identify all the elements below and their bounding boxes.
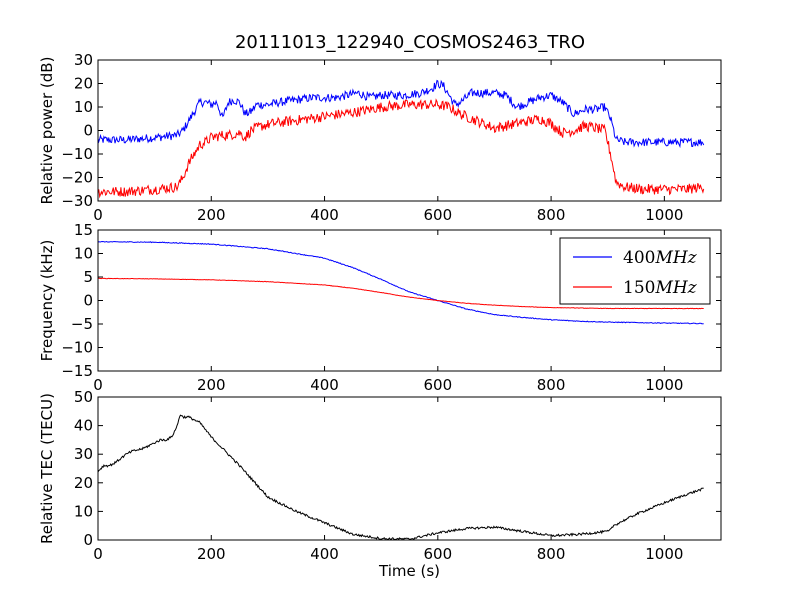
y-axis-label: Relative power (dB) [38,57,56,205]
y-tick-label: 30 [74,445,93,463]
x-tick-label: 800 [537,206,566,224]
x-tick-label: 0 [93,206,103,224]
x-tick-label: 200 [197,376,226,394]
subplots: 0 200 400 600 800 1000−30−20−100102030Relativ… [38,51,722,580]
x-tick-label: 400 [310,376,339,394]
y-tick-label: −20 [61,169,93,187]
y-axis-label: Relative TEC (TECU) [38,393,56,544]
x-tick-label: 400 [310,206,339,224]
y-tick-label: 20 [74,474,93,492]
x-tick-label: 0 [93,376,103,394]
x-tick-label: 0 [93,545,103,563]
y-tick-label: 0 [83,531,93,549]
y-tick-label: 0 [83,292,93,310]
legend: 400MHz 150MHz [559,237,711,305]
y-tick-label: 0 [83,122,93,140]
y-tick-label: 20 [74,75,93,93]
legend-label: 150MHz [623,278,698,298]
axes-frame [97,396,722,541]
subplot-2: 0 200 400 600 800 1000 −15 −10 −5 0 5 10 15 Frequency… [38,221,722,394]
subplot-3: 0 200 400 600 800 1000 0 10 20 30 40 50 Relative TEC… [38,388,722,580]
series-line-400mhz [98,240,704,325]
y-tick-label: −5 [71,315,93,333]
y-tick-label: −30 [61,192,93,210]
x-tick-label: 1000 [645,206,683,224]
x-tick-label: 200 [197,545,226,563]
x-tick-label: 800 [537,545,566,563]
y-tick-label: 50 [74,388,93,406]
series-line-1 [98,79,705,149]
subplot-1: 0 200 400 600 800 1000 −30 −20 −10 0 10 20 30 Relativ… [38,51,722,224]
series-line-2 [98,98,705,199]
y-axis-label: Frequency (kHz) [38,240,56,362]
x-tick-label: 200 [197,206,226,224]
series-line-150mhz [98,277,704,310]
x-tick-label: 600 [423,206,452,224]
x-tick-label: 800 [537,376,566,394]
series-line-1 [98,414,704,540]
y-tick-label: 10 [74,245,93,263]
legend-box [559,237,711,305]
figure-title: 20111013_122940_COSMOS2463_TRO [235,32,585,53]
legend-label: 400MHz [623,248,698,268]
x-tick-label: 400 [310,545,339,563]
x-axis-label: Time (s) [378,562,440,580]
y-tick-label: −15 [61,362,93,380]
y-tick-label: 10 [74,502,93,520]
y-tick-label: −10 [61,339,93,357]
y-tick-label: −10 [61,145,93,163]
y-tick-label: 30 [74,51,93,69]
x-tick-label: 600 [423,376,452,394]
y-tick-label: 10 [74,98,93,116]
y-tick-label: 15 [74,221,93,239]
y-tick-label: 40 [74,417,93,435]
x-tick-label: 1000 [645,376,683,394]
y-tick-label: 5 [83,268,93,286]
x-tick-label: 1000 [645,545,683,563]
x-tick-label: 600 [423,545,452,563]
